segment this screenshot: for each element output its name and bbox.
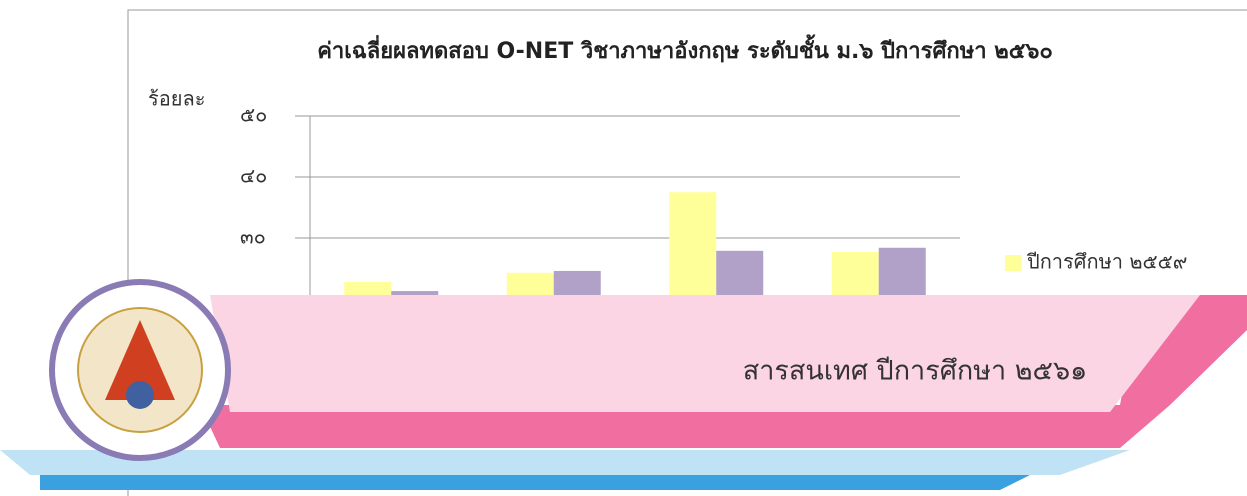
logo [105,320,175,400]
logo [126,381,154,409]
y-tick-label: ๕๐ [240,103,267,127]
banner-text: สารสนเทศ ปีการศึกษา ๒๕๖๑ [743,356,1088,387]
chart-title: ค่าเฉลี่ยผลทดสอบ O-NET วิชาภาษาอังกฤษ ระ… [317,34,1053,64]
y-axis-label: ร้อยละ [148,87,205,111]
banner-band [210,295,1200,412]
legend-swatch [1005,255,1021,271]
banner-stripe [200,405,1170,448]
y-tick-label: ๔๐ [240,164,267,188]
y-tick-label: ๓๐ [240,225,266,249]
legend-label: ปีการศึกษา ๒๕๕๙ [1027,250,1188,274]
banner: สารสนเทศ ปีการศึกษา ๒๕๖๑ [0,279,1247,490]
banner-stripe [0,450,1130,475]
